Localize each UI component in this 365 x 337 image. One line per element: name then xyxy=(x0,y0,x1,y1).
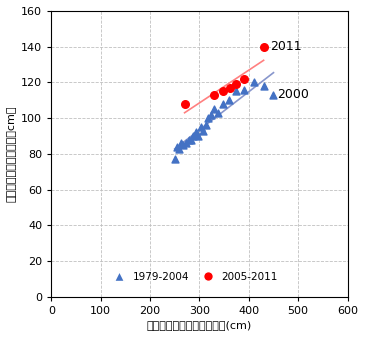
1979-2004 xyxy=(234,89,239,94)
1979-2004 xyxy=(196,133,201,139)
Text: 2000: 2000 xyxy=(277,88,309,101)
1979-2004 xyxy=(180,142,186,148)
1979-2004 xyxy=(200,128,206,133)
1979-2004 xyxy=(186,137,192,142)
1979-2004 xyxy=(251,80,257,85)
1979-2004 xyxy=(191,133,196,139)
1979-2004 xyxy=(176,146,182,151)
Y-axis label: カントーの年最大水位（cm）: カントーの年最大水位（cm） xyxy=(7,106,17,202)
1979-2004 xyxy=(215,110,221,116)
1979-2004 xyxy=(261,83,266,89)
1979-2004 xyxy=(188,137,194,142)
1979-2004 xyxy=(193,130,199,135)
Legend: 1979-2004, 2005-2011: 1979-2004, 2005-2011 xyxy=(105,268,282,286)
2005-2011 xyxy=(241,76,247,82)
1979-2004 xyxy=(174,144,180,149)
1979-2004 xyxy=(198,124,204,130)
2005-2011 xyxy=(182,101,188,106)
1979-2004 xyxy=(241,87,247,92)
1979-2004 xyxy=(226,98,232,103)
1979-2004 xyxy=(208,112,214,117)
1979-2004 xyxy=(203,123,209,128)
1979-2004 xyxy=(211,106,217,112)
2005-2011 xyxy=(220,89,226,94)
2005-2011 xyxy=(227,85,233,90)
1979-2004 xyxy=(270,92,276,98)
X-axis label: チャウドックの年最大水位(cm): チャウドックの年最大水位(cm) xyxy=(147,320,252,330)
2005-2011 xyxy=(211,92,217,98)
2005-2011 xyxy=(234,82,239,87)
1979-2004 xyxy=(205,116,211,121)
2005-2011 xyxy=(261,44,266,50)
1979-2004 xyxy=(220,101,226,106)
1979-2004 xyxy=(172,157,178,162)
Text: 2011: 2011 xyxy=(270,40,301,53)
1979-2004 xyxy=(182,141,188,146)
1979-2004 xyxy=(178,141,184,146)
